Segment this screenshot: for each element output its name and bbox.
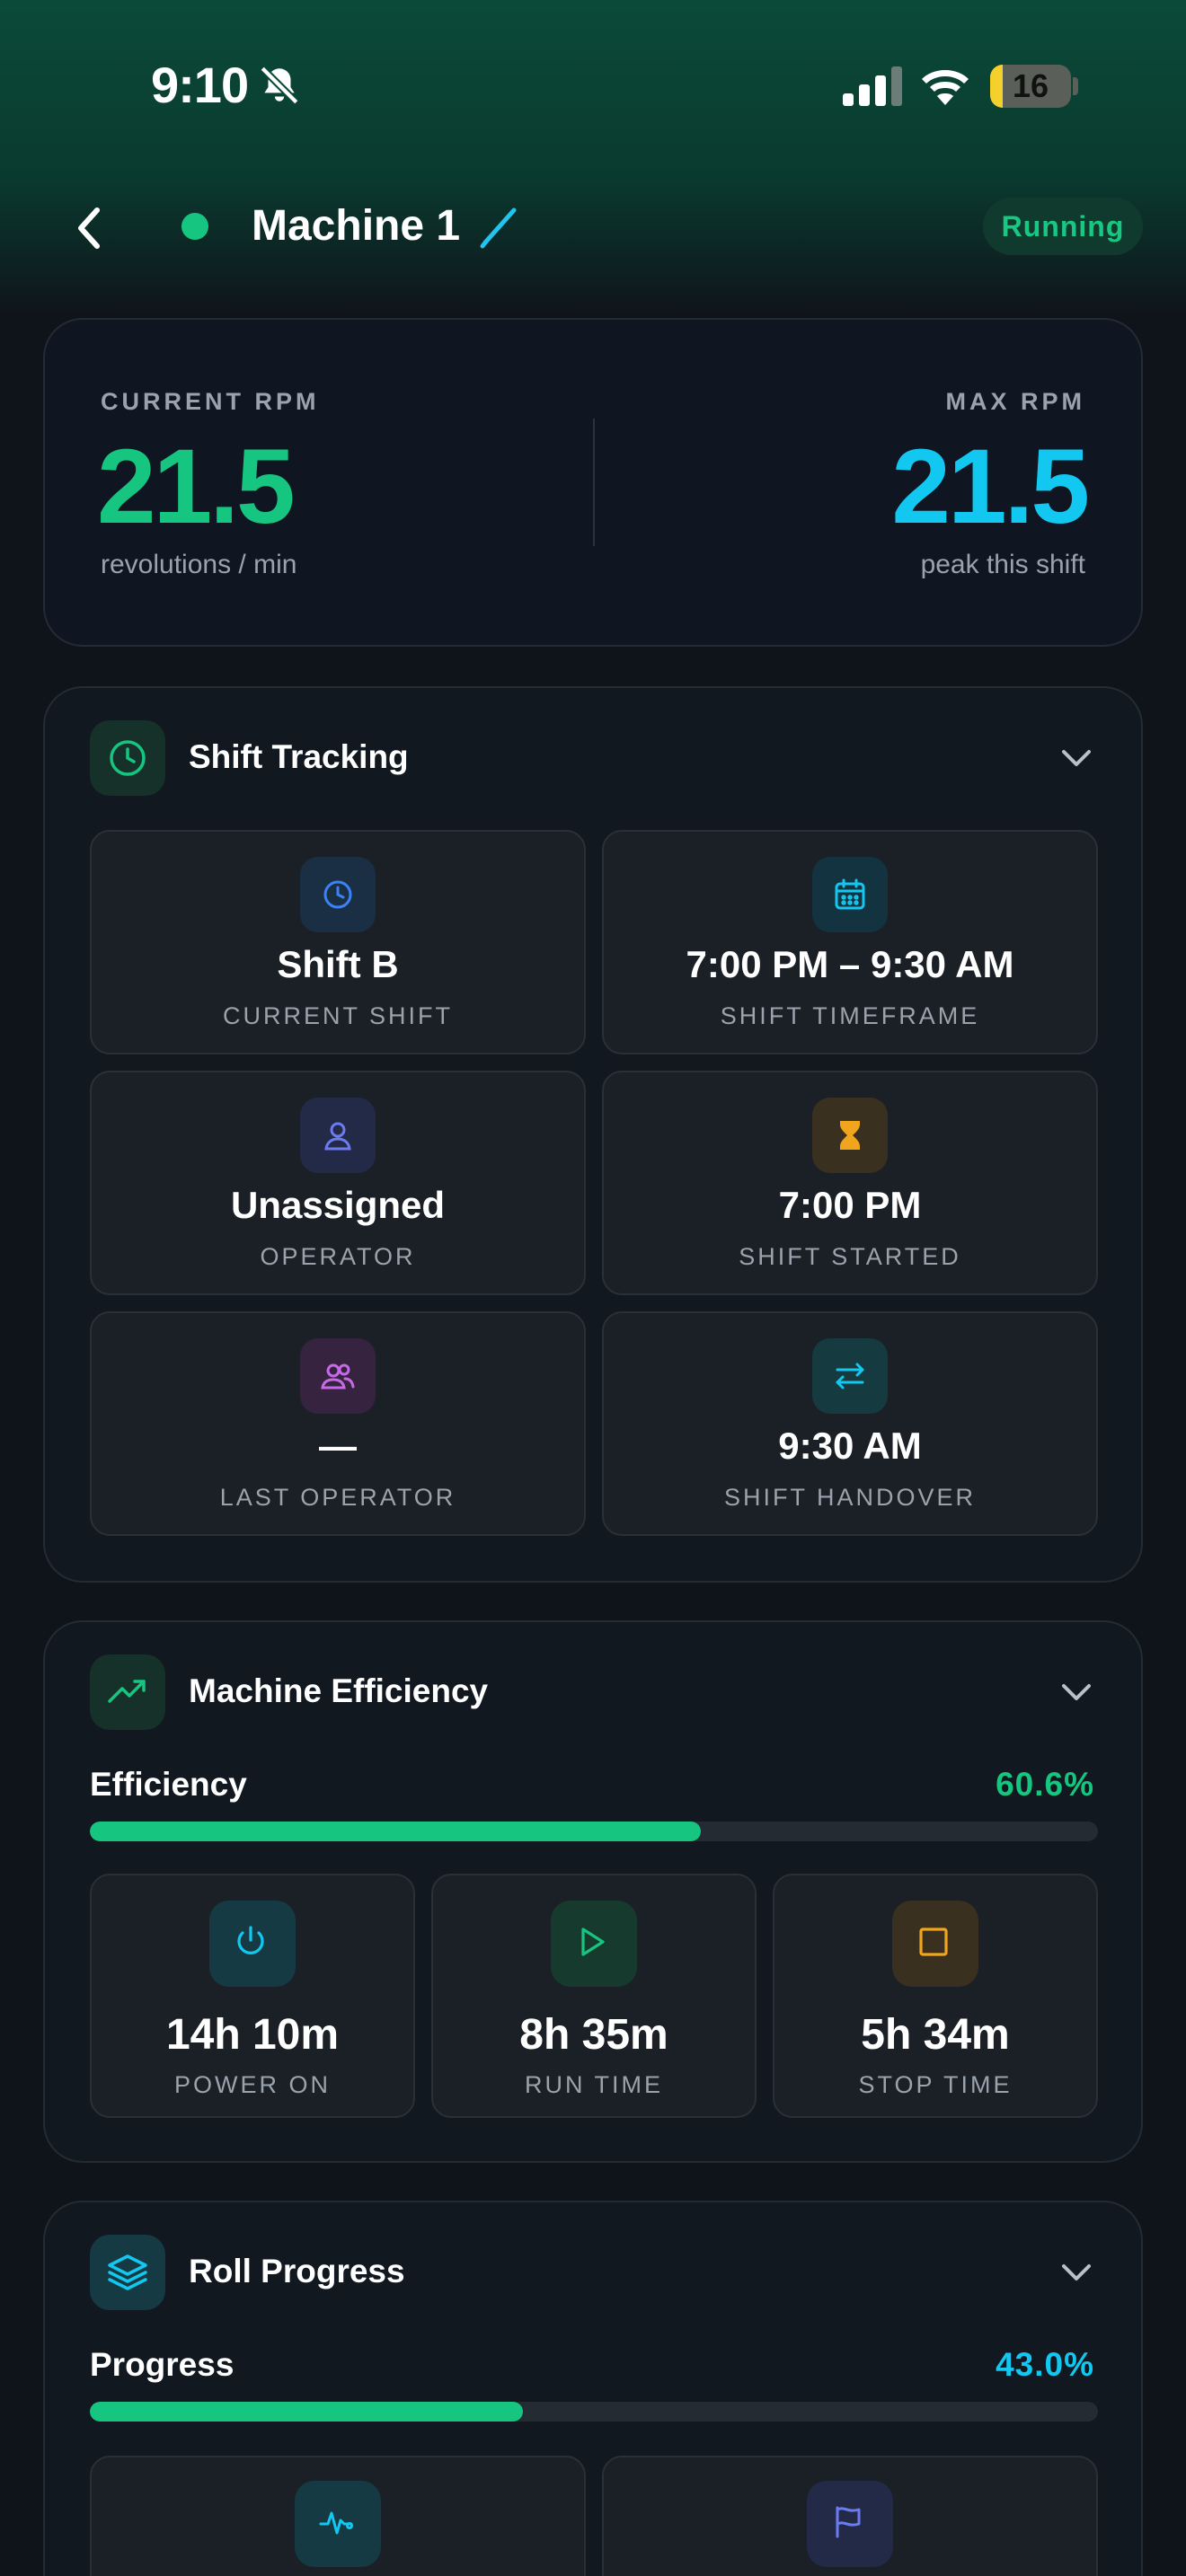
tile-label: SHIFT STARTED — [739, 1243, 961, 1270]
bell-muted-icon — [260, 66, 299, 105]
shift-handover-tile: 9:30 AM SHIFT HANDOVER — [602, 1311, 1098, 1536]
tile-value: 8h 35m — [519, 2011, 668, 2059]
tile-value: Unassigned — [230, 1184, 446, 1226]
power-on-tile: 14h 10m POWER ON — [90, 1874, 415, 2118]
shift-tracking-clock-icon — [90, 720, 165, 796]
max-rpm-value: 21.5 — [891, 428, 1090, 546]
efficiency-chevron-down-icon[interactable] — [1058, 1674, 1094, 1710]
current-shift-tile: Shift B CURRENT SHIFT — [90, 830, 586, 1054]
roll-progress-fill — [90, 2402, 524, 2422]
wifi-icon — [922, 70, 969, 105]
current-rpm-unit: revolutions / min — [101, 550, 297, 579]
tile-label: SHIFT TIMEFRAME — [720, 1002, 980, 1029]
tile-label: SHIFT HANDOVER — [723, 1484, 977, 1511]
max-rpm-unit: peak this shift — [920, 550, 1085, 579]
stop-icon — [892, 1901, 978, 1987]
shift-tracking-card: Shift Tracking Shift B CURRENT SHIFT 7:0… — [43, 686, 1143, 1583]
activity-icon — [295, 2481, 381, 2567]
play-icon — [551, 1901, 637, 1987]
users-icon — [300, 1338, 376, 1414]
user-icon — [300, 1098, 376, 1173]
operator-tile: Unassigned OPERATOR — [90, 1071, 586, 1295]
nav-bar — [0, 180, 1186, 278]
clock-icon — [300, 857, 376, 932]
power-icon — [209, 1901, 296, 1987]
rpm-card: CURRENT RPM 21.5 revolutions / min MAX R… — [43, 318, 1143, 647]
status-dot — [181, 213, 208, 240]
tile-value: 9:30 AM — [778, 1425, 922, 1467]
hourglass-icon — [812, 1098, 888, 1173]
efficiency-percent: 60.6% — [996, 1766, 1094, 1803]
status-bar: 9:10 16 — [0, 0, 1186, 171]
back-chevron-icon[interactable] — [65, 201, 119, 255]
shift-tracking-chevron-down-icon[interactable] — [1058, 740, 1094, 776]
tile-label: CURRENT SHIFT — [222, 1002, 453, 1029]
battery-cap — [1073, 77, 1078, 95]
current-rpm-value: 21.5 — [97, 428, 296, 546]
run-time-tile: 8h 35m RUN TIME — [431, 1874, 757, 2118]
tile-value: 7:00 PM – 9:30 AM — [686, 943, 1014, 985]
roll-progress-chevron-down-icon[interactable] — [1058, 2254, 1094, 2290]
calendar-icon — [812, 857, 888, 932]
max-rpm-label: MAX RPM — [945, 388, 1085, 415]
status-badge: Running — [983, 198, 1143, 255]
stop-time-tile: 5h 34m STOP TIME — [773, 1874, 1098, 2118]
roll-progress-card: Roll Progress Progress 43.0% — [43, 2201, 1143, 2576]
shift-timeframe-tile: 7:00 PM – 9:30 AM SHIFT TIMEFRAME — [602, 830, 1098, 1054]
header-background — [0, 0, 1186, 314]
efficiency-label: Efficiency — [90, 1766, 247, 1803]
progress-label: Progress — [90, 2346, 235, 2383]
last-operator-tile: — LAST OPERATOR — [90, 1311, 586, 1536]
layers-icon — [90, 2235, 165, 2310]
trending-up-icon — [90, 1654, 165, 1730]
status-time: 9:10 — [151, 57, 249, 113]
machine-efficiency-title: Machine Efficiency — [189, 1672, 489, 1709]
cellular-signal-icon — [843, 66, 902, 106]
rpm-divider — [593, 419, 595, 546]
tile-value: 14h 10m — [165, 2011, 340, 2059]
shift-started-tile: 7:00 PM SHIFT STARTED — [602, 1071, 1098, 1295]
tile-value: Shift B — [277, 943, 399, 985]
roll-progress-bar — [90, 2402, 1098, 2422]
tile-label: OPERATOR — [260, 1243, 416, 1270]
machine-efficiency-card: Machine Efficiency Efficiency 60.6% 14h … — [43, 1620, 1143, 2163]
current-rpm-label: CURRENT RPM — [101, 388, 320, 415]
tile-label: RUN TIME — [524, 2071, 663, 2098]
tile-label: POWER ON — [173, 2071, 331, 2098]
tile-value: — — [319, 1425, 357, 1467]
efficiency-progress-fill — [90, 1822, 701, 1841]
tile-value: 7:00 PM — [778, 1184, 922, 1226]
efficiency-progress-bar — [90, 1822, 1098, 1841]
shift-tracking-title: Shift Tracking — [189, 738, 409, 775]
flag-icon — [807, 2481, 893, 2567]
tile-label: LAST OPERATOR — [219, 1484, 456, 1511]
progress-percent: 43.0% — [996, 2346, 1094, 2383]
tile-value: 5h 34m — [861, 2011, 1010, 2059]
roll-progress-title: Roll Progress — [189, 2253, 405, 2289]
roll-target-tile — [602, 2456, 1098, 2576]
battery-level-fill — [990, 65, 1004, 108]
battery-percent: 16 — [1012, 67, 1049, 104]
tile-label: STOP TIME — [858, 2071, 1013, 2098]
roll-stat-tile — [90, 2456, 586, 2576]
machine-title: Machine 1 — [252, 202, 461, 250]
battery-indicator: 16 — [990, 65, 1071, 108]
swap-icon — [812, 1338, 888, 1414]
edit-pencil-icon[interactable] — [478, 203, 521, 250]
